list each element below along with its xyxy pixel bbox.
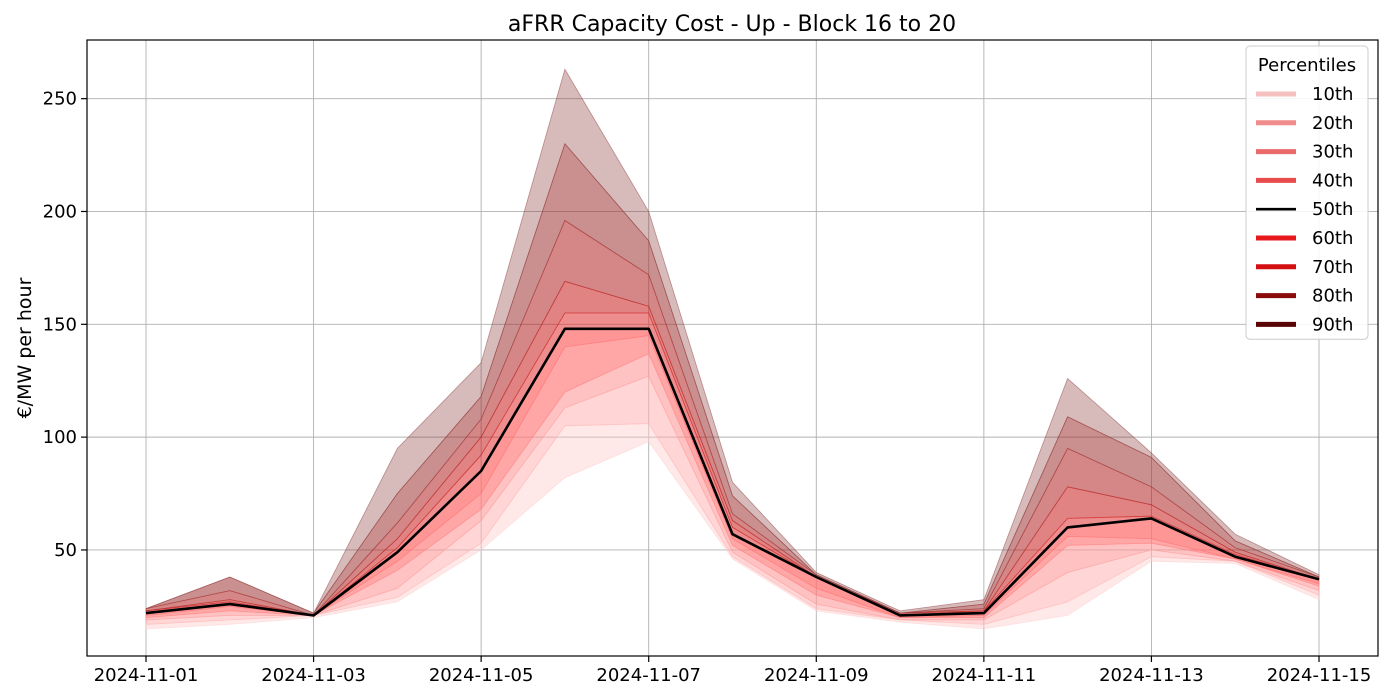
x-axis: 2024-11-01 2024-11-03 2024-11-05 2024-11-07… bbox=[94, 656, 1372, 686]
plot-frame bbox=[86, 39, 1379, 657]
legend: Percentiles 10th 20th 30th 40th 50th 60th 70th 8… bbox=[1245, 45, 1369, 340]
y-tick-label: 200 bbox=[43, 201, 77, 222]
band-90th-95th bbox=[145, 68, 1320, 614]
x-tick-label: 2024-11-05 bbox=[429, 665, 534, 686]
y-tick-label: 50 bbox=[54, 540, 77, 561]
x-tick-label: 2024-11-01 bbox=[94, 665, 199, 686]
median-line-50th bbox=[145, 327, 1320, 617]
x-tick-label: 2024-11-11 bbox=[932, 665, 1037, 686]
percentile-bands bbox=[145, 68, 1320, 630]
y-tick-label: 100 bbox=[43, 427, 77, 448]
chart-title: aFRR Capacity Cost - Up - Block 16 to 20 bbox=[508, 12, 956, 37]
legend-label-80th: 80th bbox=[1312, 286, 1353, 307]
x-tick-label: 2024-11-03 bbox=[261, 665, 366, 686]
legend-label-50th: 50th bbox=[1312, 199, 1353, 220]
grid-lines bbox=[87, 40, 1378, 656]
legend-label-40th: 40th bbox=[1312, 170, 1353, 191]
x-tick-label: 2024-11-07 bbox=[596, 665, 701, 686]
legend-title: Percentiles bbox=[1258, 55, 1356, 76]
x-tick-label: 2024-11-09 bbox=[764, 665, 869, 686]
legend-label-30th: 30th bbox=[1312, 142, 1353, 163]
legend-label-60th: 60th bbox=[1312, 228, 1353, 249]
y-axis-label: €/MW per hour bbox=[14, 277, 36, 418]
legend-label-70th: 70th bbox=[1312, 257, 1353, 278]
legend-label-20th: 20th bbox=[1312, 113, 1353, 134]
median-line-layer bbox=[145, 327, 1320, 617]
y-tick-label: 150 bbox=[43, 314, 77, 335]
y-tick-label: 250 bbox=[43, 89, 77, 110]
legend-label-10th: 10th bbox=[1312, 84, 1353, 105]
y-axis: 50 100 150 200 250 bbox=[43, 89, 87, 561]
legend-label-90th: 90th bbox=[1312, 314, 1353, 335]
x-tick-label: 2024-11-15 bbox=[1267, 665, 1372, 686]
x-tick-label: 2024-11-13 bbox=[1099, 665, 1204, 686]
